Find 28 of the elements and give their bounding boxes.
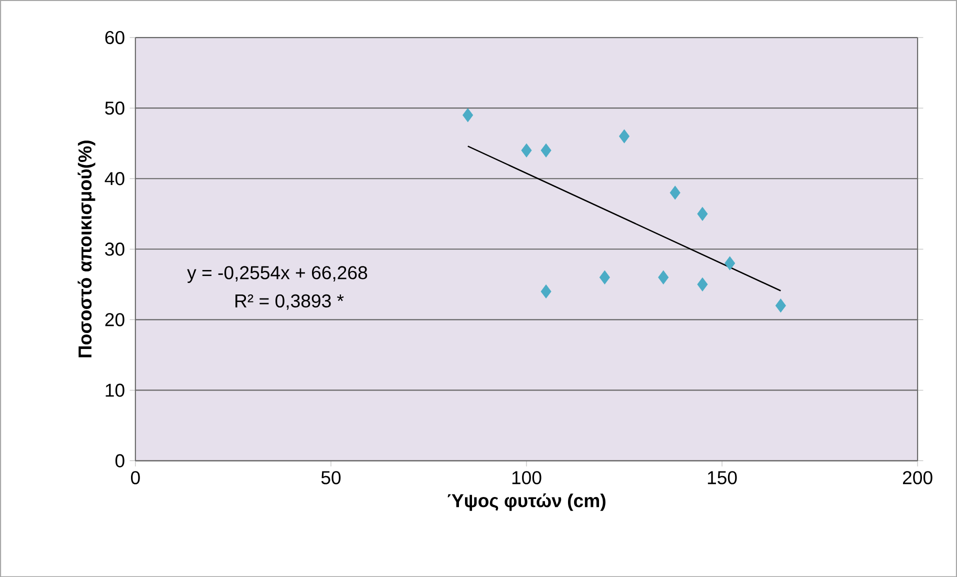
point bbox=[521, 143, 532, 158]
x-axis-title: Ύψος φυτών (cm) bbox=[448, 493, 606, 511]
x-tick-label: 150 bbox=[708, 470, 737, 484]
x-tick-label: 100 bbox=[512, 470, 542, 484]
y-tick-label: 0 bbox=[115, 454, 124, 468]
x-tick-label: 0 bbox=[130, 470, 140, 484]
y-tick-label: 10 bbox=[106, 383, 124, 397]
point bbox=[775, 298, 786, 312]
point bbox=[658, 270, 669, 284]
point bbox=[697, 277, 708, 292]
x-tick-label: 50 bbox=[321, 470, 341, 484]
y-tick-label: 30 bbox=[105, 242, 124, 256]
y-tick-label: 60 bbox=[105, 30, 124, 44]
point bbox=[670, 186, 680, 200]
point bbox=[540, 284, 552, 298]
point bbox=[724, 256, 736, 270]
annotation: R² = 0,3893 * bbox=[235, 294, 344, 310]
y-tick-label: 40 bbox=[104, 172, 124, 186]
x-tick-label: 200 bbox=[902, 470, 932, 484]
point bbox=[540, 143, 552, 158]
y-tick-label: 20 bbox=[105, 312, 124, 326]
annotation: y = -0,2554x + 66,268 bbox=[187, 266, 368, 283]
point bbox=[462, 108, 474, 122]
point bbox=[619, 129, 630, 144]
point bbox=[599, 270, 610, 284]
point bbox=[697, 206, 708, 221]
y-tick-label: 50 bbox=[105, 101, 124, 115]
y-axis-title: Ποσοστό αποικισμού(%) bbox=[78, 140, 96, 358]
